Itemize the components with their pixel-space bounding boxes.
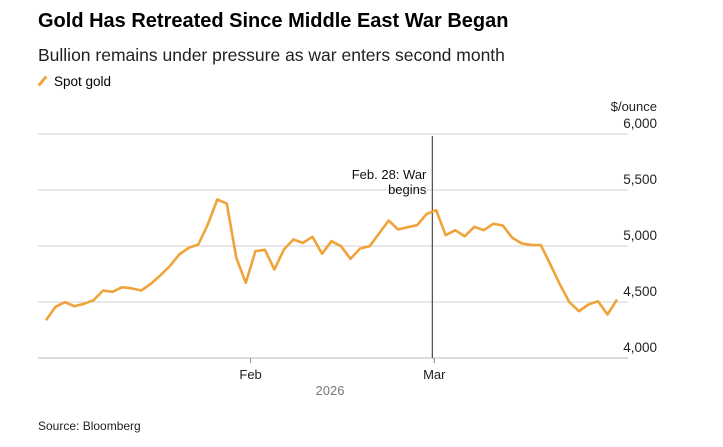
chart-title: Gold Has Retreated Since Middle East War…: [38, 10, 509, 32]
x-tick-label: Feb: [239, 367, 261, 382]
legend-item: Spot gold: [37, 74, 112, 89]
y-tick-label: 4,500: [623, 284, 657, 299]
y-tick-label: 5,000: [623, 228, 657, 243]
y-axis-label: $/ounce: [611, 99, 657, 114]
y-tick-label: 4,000: [623, 340, 657, 355]
annotation-text: Feb. 28: War: [352, 167, 427, 182]
source-note: Source: Bloomberg: [38, 419, 141, 433]
y-tick-label: 6,000: [623, 116, 657, 131]
x-year-label: 2026: [316, 383, 345, 398]
legend-label: Spot gold: [54, 74, 112, 89]
x-tick-label: Mar: [423, 367, 446, 382]
y-tick-label: 5,500: [623, 172, 657, 187]
annotation-text: begins: [388, 182, 427, 197]
chart-subtitle: Bullion remains under pressure as war en…: [38, 45, 505, 65]
